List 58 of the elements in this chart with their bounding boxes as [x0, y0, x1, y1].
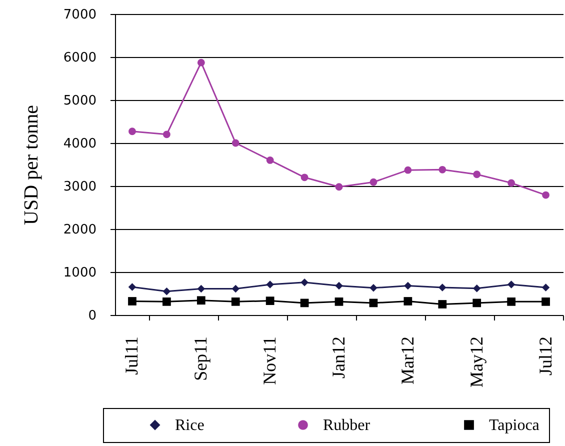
- point: [162, 130, 170, 138]
- point: [370, 178, 378, 186]
- x-tick-label: Sep11: [190, 336, 211, 381]
- point: [438, 284, 446, 292]
- y-tick-label: 5000: [63, 94, 96, 108]
- y-tick-label: 6000: [63, 50, 96, 66]
- x-tick-label: Jul12: [535, 336, 556, 376]
- point: [542, 297, 550, 306]
- point: [335, 183, 343, 191]
- point: [334, 297, 344, 306]
- legend-label: Rice: [175, 417, 204, 434]
- point: [507, 297, 516, 306]
- point: [404, 282, 412, 290]
- y-tick-label: 7000: [63, 8, 96, 22]
- point: [128, 297, 136, 306]
- point: [404, 297, 412, 306]
- point: [128, 128, 136, 136]
- point: [404, 166, 412, 174]
- point: [196, 296, 206, 305]
- point: [266, 156, 274, 164]
- y-tick-label: 2000: [63, 222, 96, 238]
- x-tick-label: May12: [466, 336, 486, 388]
- y-tick-label: 4000: [63, 136, 96, 152]
- point: [162, 297, 171, 306]
- point: [266, 296, 274, 305]
- legend-label: Tapioca: [489, 417, 540, 434]
- point: [542, 191, 550, 199]
- point: [231, 297, 240, 306]
- point: [369, 298, 378, 308]
- point: [300, 298, 309, 308]
- point: [507, 280, 516, 288]
- point: [197, 58, 205, 66]
- y-axis-title: USD per tonne: [20, 104, 42, 225]
- x-tick-label: Jan12: [328, 336, 348, 378]
- point: [128, 283, 136, 291]
- y-tick-label: 3000: [63, 180, 96, 194]
- point: [472, 284, 481, 292]
- point: [335, 282, 343, 290]
- point: [300, 174, 308, 182]
- y-tick-label: 1000: [63, 266, 96, 280]
- point: [232, 139, 240, 147]
- x-tick-label: Jul11: [122, 336, 142, 375]
- point: [266, 280, 274, 288]
- x-tick-label: Nov11: [260, 336, 280, 385]
- point: [473, 170, 481, 178]
- point: [300, 278, 308, 286]
- point: [162, 287, 171, 296]
- point: [472, 298, 482, 308]
- point: [197, 284, 206, 293]
- y-tick-label: 0: [88, 308, 96, 324]
- point: [438, 300, 447, 308]
- legend-label: Rubber: [323, 417, 371, 434]
- point: [508, 179, 516, 187]
- x-tick-label: Mar12: [397, 336, 418, 384]
- point: [438, 166, 446, 174]
- point: [370, 284, 378, 292]
- point: [542, 284, 550, 292]
- point: [232, 284, 240, 293]
